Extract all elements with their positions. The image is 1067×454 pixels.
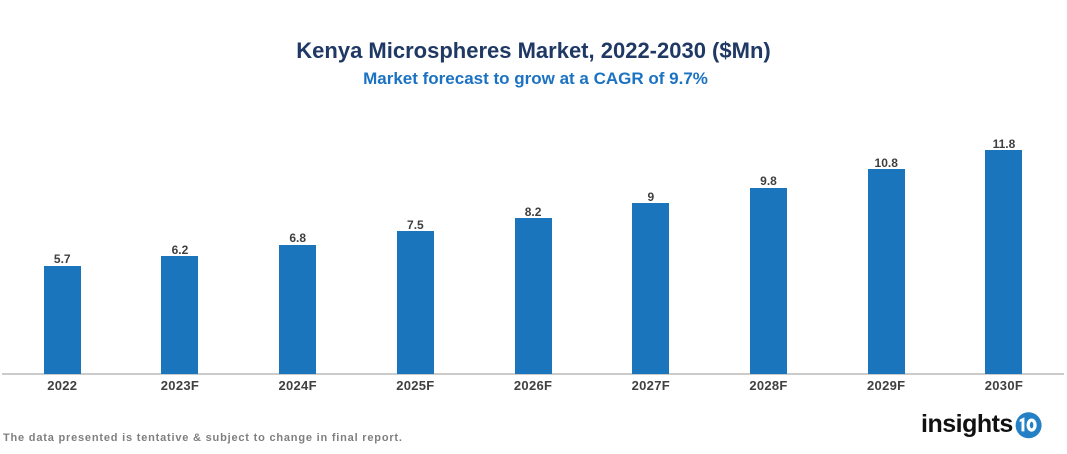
svg-text:insights: insights: [921, 410, 1013, 438]
